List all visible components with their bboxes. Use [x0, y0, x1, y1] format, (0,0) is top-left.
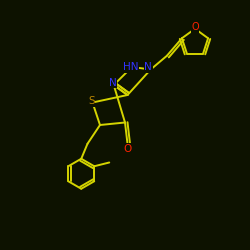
Text: N: N — [144, 62, 152, 72]
Text: HN: HN — [123, 62, 138, 72]
Text: O: O — [124, 144, 132, 154]
Text: O: O — [191, 22, 199, 32]
Text: N: N — [108, 78, 116, 88]
Text: S: S — [88, 96, 94, 106]
